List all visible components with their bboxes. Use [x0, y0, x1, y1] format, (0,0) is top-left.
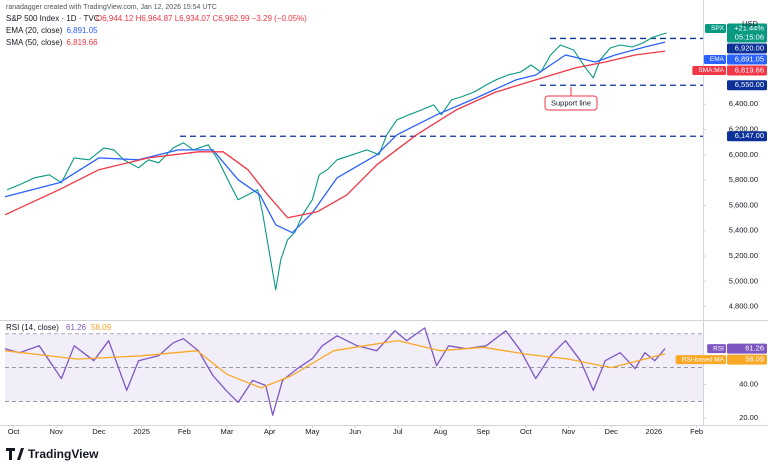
y-tick-label: 5,200.00 — [729, 251, 758, 260]
y-tick-label: 6,200.00 — [729, 125, 758, 134]
x-tick-label: Dec — [92, 427, 106, 436]
brand-logo — [6, 448, 24, 460]
currency: USD — [742, 19, 758, 28]
price-tag-label: 6,891.05 — [735, 54, 764, 63]
legend-name: EMA (20, close) — [6, 26, 63, 35]
price-tag-label: 6,920.00 — [735, 43, 764, 52]
price-tag — [727, 354, 767, 365]
legend-name: SMA (50, close) — [6, 38, 63, 47]
y-tick-label: 4,800.00 — [729, 302, 758, 311]
price-tag-label: 58.09 — [745, 355, 764, 364]
x-tick-label: Feb — [690, 427, 703, 436]
tag-pill — [707, 344, 726, 354]
legend-value: 61.26 — [66, 323, 87, 332]
x-tick-label: Nov — [50, 427, 64, 436]
series-line — [6, 32, 667, 291]
x-tick-label: Oct — [520, 427, 533, 436]
price-tag — [727, 23, 767, 43]
y-tick-label: 40.00 — [739, 379, 758, 388]
legend-value: 6,819.66 — [66, 38, 98, 47]
x-tick-label: Dec — [605, 427, 619, 436]
credit: ranadagger created with TradingView.com,… — [6, 4, 217, 11]
tag-pill — [692, 66, 726, 76]
tag-pill-label: SMA:MA — [698, 67, 724, 74]
x-tick-label: Mar — [221, 427, 234, 436]
tag-pill — [703, 55, 726, 65]
price-tag — [727, 343, 767, 354]
price-tag-label: 05:15:06 — [735, 32, 764, 41]
brand-name: TradingView — [28, 447, 99, 461]
y-tick-label: 5,600.00 — [729, 200, 758, 209]
x-tick-label: Jul — [393, 427, 403, 436]
tag-pill-label: RSI-based MA — [682, 356, 725, 363]
annotation-text: Support line — [551, 98, 591, 107]
price-tag-label: +21.44% — [734, 23, 764, 32]
price-tag — [727, 65, 767, 76]
x-tick-label: Oct — [8, 427, 21, 436]
x-tick-label: 2026 — [646, 427, 663, 436]
tag-pill — [704, 24, 726, 34]
rsi-title: RSI (14, close) — [6, 323, 59, 332]
x-tick-label: Aug — [434, 427, 447, 436]
ohlc: O6,944.12 H6,964.87 L6,934.07 C6,962.99 … — [96, 14, 307, 23]
tag-pill-label: EMA — [710, 56, 725, 63]
tag-pill-label: SPX — [711, 25, 725, 32]
y-tick-label: 6,400.00 — [729, 99, 758, 108]
brand: TradingView — [6, 447, 99, 461]
price-tag — [727, 131, 767, 142]
x-tick-label: May — [305, 427, 319, 436]
price-tag-label: 61.26 — [745, 344, 764, 353]
x-tick-label: Apr — [264, 427, 276, 436]
price-tag — [727, 80, 767, 91]
y-tick-label: 5,800.00 — [729, 175, 758, 184]
price-tag-label: 6,819.66 — [735, 65, 764, 74]
y-tick-label: 6,000.00 — [729, 150, 758, 159]
x-tick-label: Sep — [476, 427, 489, 436]
series-line — [4, 41, 666, 234]
y-tick-label: 20.00 — [739, 413, 758, 422]
series-line — [4, 327, 666, 416]
x-tick-label: Feb — [178, 427, 191, 436]
annotation-box — [544, 95, 598, 111]
price-tag-label: 6,550.00 — [735, 80, 764, 89]
x-tick-label: 2025 — [133, 427, 150, 436]
price-tag — [727, 54, 767, 65]
x-tick-label: Jun — [349, 427, 361, 436]
price-tag-label: 6,147.00 — [735, 131, 764, 140]
symbol-title: S&P 500 Index · 1D · TVC — [6, 14, 100, 23]
y-tick-label: 5,400.00 — [729, 226, 758, 235]
y-tick-label: 5,000.00 — [729, 276, 758, 285]
legend-value: 58.09 — [91, 323, 112, 332]
legend-value: 6,891.05 — [66, 26, 98, 35]
price-tag — [727, 43, 767, 54]
series-line — [4, 339, 666, 389]
plot-layer: 4,800.00 5,000.00 5,200.00 5,400.00 5,600.00… — [4, 23, 767, 436]
x-tick-label: Nov — [562, 427, 576, 436]
support-annotation: Support line — [544, 87, 598, 111]
series-line — [4, 50, 666, 219]
tag-pill — [675, 355, 726, 365]
tag-pill-label: RSI — [713, 345, 724, 352]
